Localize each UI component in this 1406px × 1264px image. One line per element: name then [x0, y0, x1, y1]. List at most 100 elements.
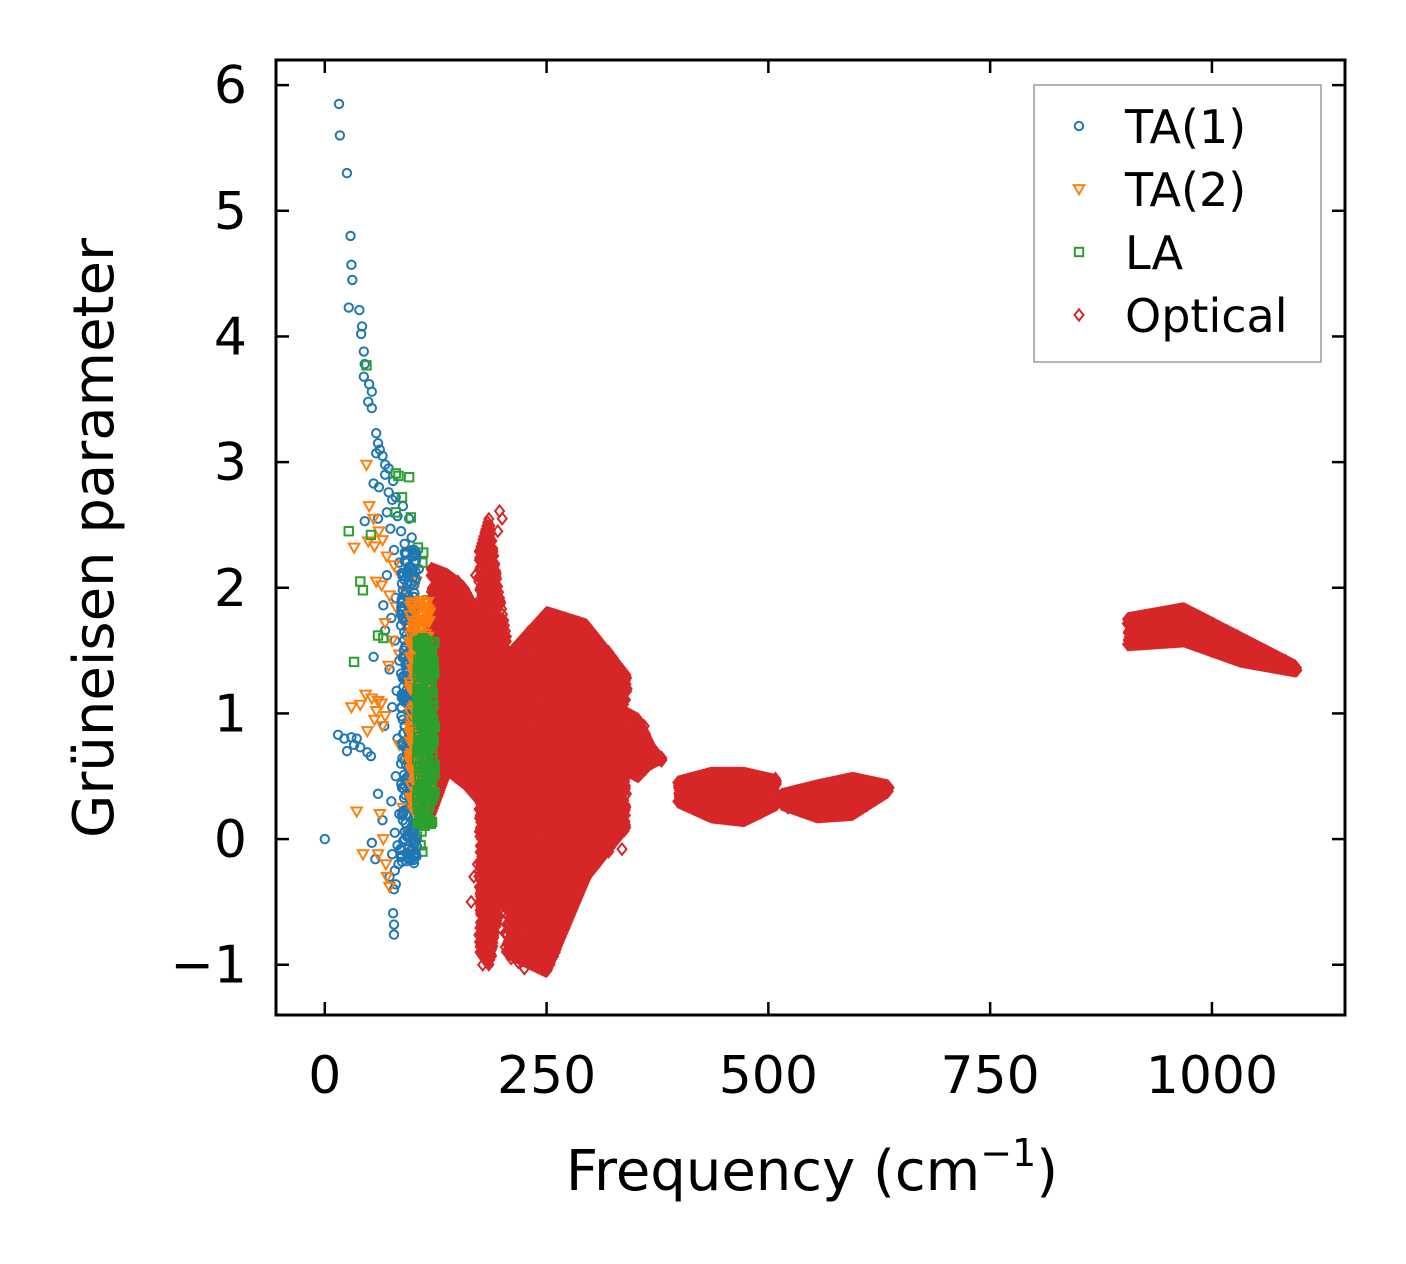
data-point — [379, 859, 393, 872]
data-point — [388, 919, 400, 930]
data-point — [343, 302, 354, 313]
data-point — [371, 428, 382, 439]
data-point — [403, 513, 415, 524]
data-point — [374, 698, 389, 711]
data-point — [386, 796, 397, 807]
data-point — [372, 630, 384, 641]
data-point — [361, 360, 372, 371]
data-point — [365, 529, 377, 541]
data-point — [386, 612, 397, 624]
data-point — [395, 526, 407, 537]
data-point — [387, 701, 398, 713]
data-point — [385, 635, 400, 648]
data-point — [367, 541, 382, 554]
data-point — [376, 834, 391, 847]
data-point — [356, 849, 370, 862]
data-point — [371, 448, 382, 459]
data-point — [388, 544, 400, 556]
data-point — [349, 806, 364, 819]
data-point — [375, 535, 390, 548]
data-point — [381, 507, 393, 518]
data-point — [394, 557, 405, 568]
data-point — [399, 538, 410, 549]
data-point — [381, 660, 396, 673]
data-point — [389, 865, 401, 876]
data-point — [396, 492, 408, 503]
data-point — [348, 739, 360, 751]
data-point — [379, 551, 394, 564]
data-point — [387, 494, 398, 506]
data-point — [348, 656, 360, 668]
data-point — [403, 471, 415, 483]
data-point — [371, 849, 385, 862]
data-point — [378, 632, 389, 644]
data-point — [384, 664, 395, 675]
data-point — [339, 733, 350, 744]
data-point — [341, 745, 353, 757]
data-point — [351, 733, 362, 744]
data-point — [387, 908, 399, 919]
data-point — [390, 468, 401, 479]
data-point — [343, 526, 354, 537]
data-point — [381, 569, 393, 581]
data-point — [382, 881, 397, 895]
data-point — [347, 274, 358, 286]
data-point — [388, 929, 400, 940]
data-point — [378, 618, 393, 631]
data-point — [389, 827, 401, 838]
data-point — [382, 590, 397, 603]
data-point — [358, 371, 370, 382]
data-point — [344, 702, 359, 715]
data-point — [371, 695, 385, 709]
data-point — [390, 771, 401, 782]
data-point — [366, 386, 378, 397]
data-point — [417, 557, 428, 568]
data-point — [405, 512, 417, 523]
data-point — [359, 358, 370, 370]
data-point — [366, 513, 381, 526]
data-point — [319, 833, 330, 845]
data-point — [334, 130, 346, 141]
data-point — [346, 259, 357, 271]
data-point — [390, 507, 401, 518]
data-point — [359, 515, 370, 527]
data-point — [390, 879, 401, 890]
data-point — [374, 580, 389, 593]
data-point — [345, 230, 356, 242]
data-point — [378, 711, 393, 724]
data-point — [372, 788, 384, 800]
data-point — [365, 750, 377, 762]
data-point — [359, 459, 374, 472]
data-point — [372, 438, 384, 449]
data-point — [355, 328, 367, 340]
data-point — [362, 501, 377, 514]
data-point — [357, 585, 369, 596]
data-point — [367, 714, 382, 727]
data-point — [368, 651, 379, 663]
data-point — [379, 469, 391, 480]
data-point — [375, 721, 390, 734]
data-point — [354, 304, 365, 316]
data-point — [406, 532, 417, 543]
data-point — [333, 98, 345, 110]
data-point — [355, 576, 366, 587]
data-point — [366, 837, 378, 849]
data-point — [372, 809, 387, 822]
data-point — [373, 482, 385, 493]
data-points — [319, 98, 1303, 979]
data-point — [341, 167, 353, 179]
series-optical — [424, 503, 1303, 979]
data-point — [347, 542, 361, 555]
data-point — [378, 600, 389, 611]
data-point — [377, 450, 388, 462]
data-point — [387, 560, 401, 573]
data-point — [385, 523, 396, 534]
data-point — [358, 346, 370, 357]
data-point — [355, 742, 366, 753]
data-point — [360, 726, 375, 739]
data-point — [371, 526, 386, 539]
data-point — [387, 848, 398, 860]
data-point — [353, 699, 368, 712]
data-point — [393, 470, 404, 482]
